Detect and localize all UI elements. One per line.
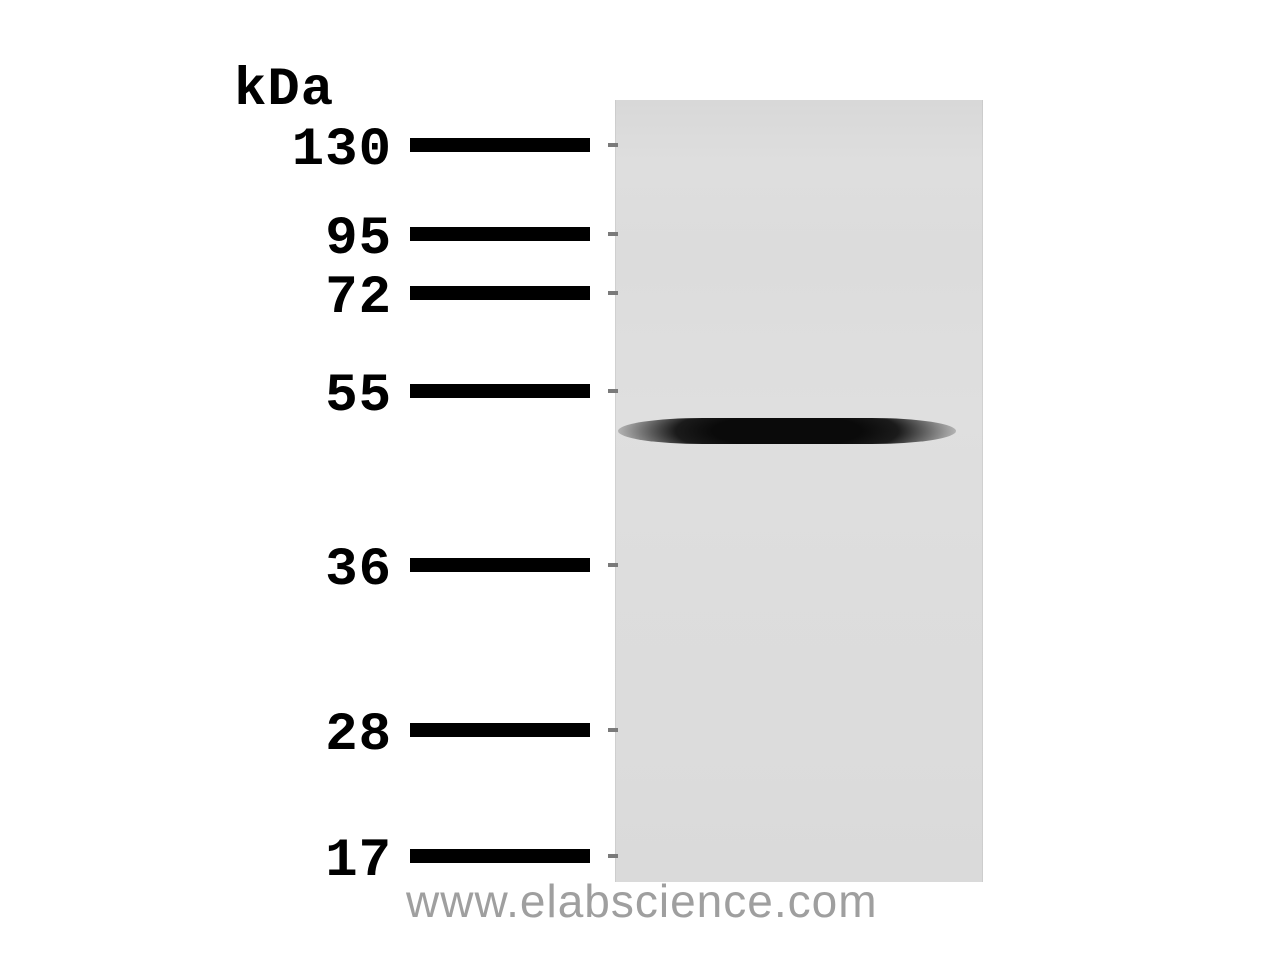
ladder-dash-130 [410,138,590,152]
gel-edge-tick [608,232,618,236]
gel-edge-tick [608,563,618,567]
ladder-dash-72 [410,286,590,300]
gel-edge-tick [608,854,618,858]
ladder-dash-17 [410,849,590,863]
ladder-label-72: 72 [172,268,392,329]
gel-edge-tick [608,143,618,147]
ladder-label-17: 17 [172,831,392,892]
gel-edge-tick [608,728,618,732]
watermark-text: www.elabscience.com [406,874,878,928]
gel-edge-tick [608,291,618,295]
ladder-label-130: 130 [172,120,392,181]
ladder-label-95: 95 [172,209,392,270]
ladder-label-55: 55 [172,366,392,427]
ladder-dash-55 [410,384,590,398]
western-blot-figure: kDa 130 9572 55 36 28 17 www.elabscience.com [0,0,1280,955]
kda-unit-label: kDa [234,60,334,121]
ladder-label-36: 36 [172,540,392,601]
ladder-dash-95 [410,227,590,241]
ladder-label-28: 28 [172,705,392,766]
gel-lane [615,100,983,882]
ladder-dash-28 [410,723,590,737]
ladder-dash-36 [410,558,590,572]
gel-edge-tick [608,389,618,393]
protein-band [618,418,956,444]
